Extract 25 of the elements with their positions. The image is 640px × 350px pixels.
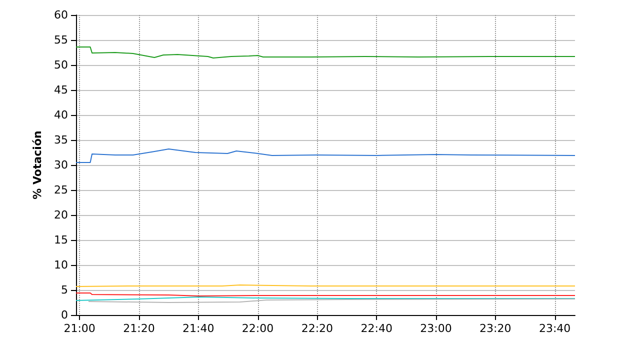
x-tick-label: 23:40: [538, 322, 571, 335]
y-tick-label: 0: [61, 308, 68, 322]
y-tick-label: 10: [54, 258, 68, 272]
line-series: [76, 46, 576, 58]
y-axis-title: % Votación: [31, 130, 44, 200]
y-tick-label: 20: [54, 208, 68, 222]
x-tick-label: 22:00: [242, 322, 274, 335]
y-tick-label: 60: [54, 8, 68, 22]
y-tick-label: 55: [54, 34, 68, 46]
y-tick-label: 45: [54, 84, 68, 96]
y-tick-label: 5: [61, 284, 68, 296]
line-series: [76, 148, 576, 163]
x-tick-label: 21:20: [123, 322, 155, 335]
y-tick-label: 25: [54, 184, 68, 196]
x-tick-label: 23:20: [480, 322, 512, 335]
x-tick-label: 22:20: [301, 322, 334, 335]
y-tick-label: 15: [54, 234, 68, 246]
x-tick-label: 21:00: [64, 322, 96, 335]
x-tick-label: 22:40: [360, 322, 392, 335]
x-tick-label: 23:00: [420, 322, 452, 335]
y-tick-label: 40: [54, 108, 68, 122]
x-tick-label: 21:40: [182, 322, 214, 335]
y-tick-label: 30: [54, 158, 68, 172]
y-tick-label: 50: [54, 58, 68, 72]
y-tick-label: 35: [54, 134, 68, 146]
